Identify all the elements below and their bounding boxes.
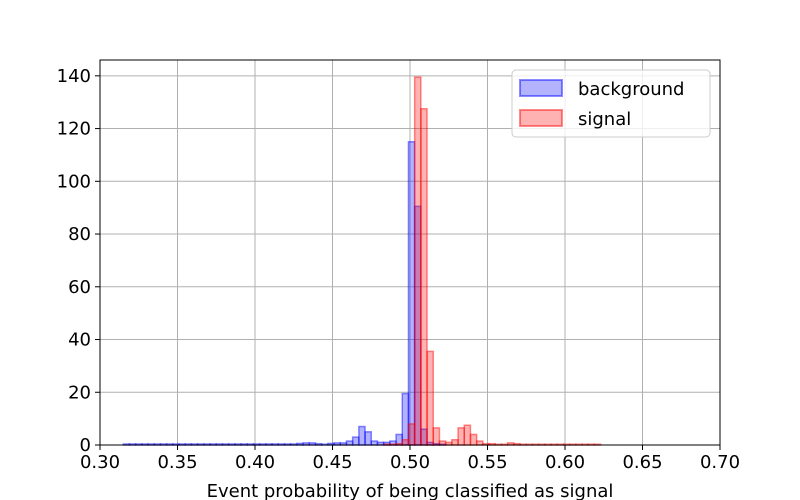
legend-swatch-signal [519, 109, 563, 127]
histogram-bar-background [351, 436, 360, 446]
histogram-bar-signal [475, 440, 484, 446]
histogram-bar-background [370, 440, 379, 446]
histogram-bar-signal [420, 108, 428, 446]
histogram-bar-signal [413, 76, 422, 446]
x-axis-ticks: 0.30 0.35 0.40 0.45 0.50 0.55 0.60 0.65 0.70 [80, 445, 740, 473]
histogram-bar-signal [401, 438, 410, 446]
x-tick-label: 0.70 [700, 452, 740, 473]
histogram-bar-signal [407, 423, 416, 446]
histogram-bar-background [364, 431, 372, 446]
y-tick-label: 40 [68, 330, 91, 351]
x-tick-label: 0.65 [622, 452, 662, 473]
histogram-bar-signal [426, 350, 434, 446]
y-tick-label: 120 [57, 119, 91, 140]
legend-label-signal: signal [578, 109, 631, 130]
histogram-bar-background [358, 425, 366, 446]
x-tick-label: 0.35 [157, 452, 197, 473]
grid-lines [99, 60, 721, 446]
x-axis-title: Event probability of being classified as… [207, 481, 614, 500]
y-tick-label: 60 [68, 277, 91, 298]
y-tick-label: 80 [68, 224, 91, 245]
histogram-bar-background [401, 392, 410, 446]
histogram-bar-signal [432, 427, 441, 446]
x-tick-label: 0.50 [390, 452, 430, 473]
histogram-bar-signal [463, 424, 472, 446]
histogram-bar-background [345, 440, 354, 446]
y-tick-label: 20 [68, 382, 91, 403]
legend-box [511, 69, 711, 138]
legend-swatch-background [519, 79, 563, 97]
histogram-bar-signal [438, 440, 447, 446]
histogram-bar-signal [451, 438, 459, 446]
x-tick-label: 0.45 [312, 452, 352, 473]
x-tick-label: 0.40 [235, 452, 275, 473]
y-tick-label: 100 [57, 171, 91, 192]
legend-label-background: background [578, 79, 684, 100]
x-tick-label: 0.55 [467, 452, 507, 473]
y-tick-label: 140 [57, 66, 91, 87]
y-axis-ticks: 0 20 40 60 80 100 120 140 [57, 66, 100, 456]
histogram-bars [122, 76, 602, 446]
histogram-bar-signal [457, 427, 465, 446]
histogram-bar-background [407, 140, 416, 446]
x-tick-label: 0.30 [80, 452, 120, 473]
y-tick-label: 0 [80, 435, 91, 456]
histogram-bar-signal [469, 433, 478, 446]
legend: background signal [511, 69, 711, 138]
x-tick-label: 0.60 [545, 452, 585, 473]
